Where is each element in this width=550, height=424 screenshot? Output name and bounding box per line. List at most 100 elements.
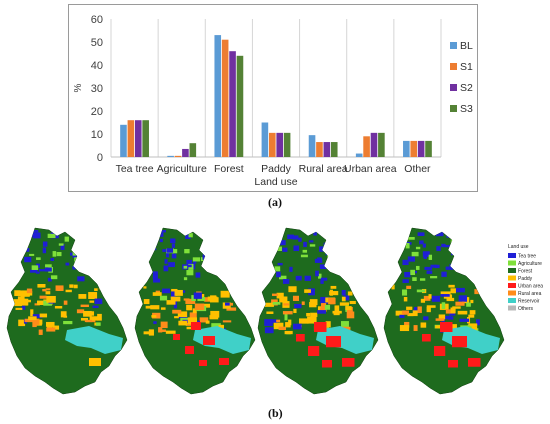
map-legend-label: Urban area bbox=[518, 284, 543, 290]
map-patch bbox=[78, 294, 87, 299]
map-patch bbox=[407, 313, 414, 317]
map-patch bbox=[164, 259, 168, 264]
map-patch bbox=[414, 306, 418, 311]
map-patch bbox=[153, 278, 161, 283]
map-patch bbox=[278, 326, 286, 331]
map-urban-patch bbox=[422, 334, 431, 342]
map-patch bbox=[26, 288, 33, 294]
map-patch bbox=[54, 306, 63, 309]
map-urban-patch bbox=[173, 334, 180, 340]
map-patch bbox=[152, 274, 158, 280]
map-patch bbox=[308, 288, 315, 296]
map-patch bbox=[430, 276, 438, 279]
map-patch bbox=[314, 258, 323, 263]
map-patch bbox=[96, 322, 101, 326]
bar-s3-forest bbox=[236, 55, 244, 157]
map-patch bbox=[153, 240, 158, 246]
bar-bl-rural-area bbox=[308, 135, 316, 157]
map-patch bbox=[148, 329, 154, 336]
map-patch bbox=[160, 321, 168, 329]
map-patch bbox=[28, 316, 37, 321]
map-patch bbox=[288, 319, 292, 326]
map-patch bbox=[282, 279, 290, 284]
map-patch bbox=[447, 316, 454, 320]
map-patch bbox=[17, 296, 25, 301]
map-patch bbox=[402, 289, 408, 296]
map-patch bbox=[83, 310, 92, 317]
map-patch bbox=[21, 305, 26, 310]
map-patch bbox=[279, 275, 287, 280]
map-patch bbox=[152, 248, 157, 251]
map-patch bbox=[471, 326, 478, 333]
map-patch bbox=[298, 237, 302, 242]
map-patch bbox=[293, 323, 302, 330]
map-patch bbox=[15, 307, 23, 310]
map-urban-patch bbox=[448, 360, 458, 368]
map-patch bbox=[411, 251, 419, 257]
map-patch bbox=[45, 321, 55, 327]
map-patch bbox=[160, 329, 166, 332]
map-patch bbox=[186, 259, 192, 265]
map-patch bbox=[153, 321, 157, 325]
map-patch bbox=[189, 312, 197, 319]
map-patch bbox=[52, 325, 60, 330]
map-patch bbox=[294, 303, 302, 309]
map-patch bbox=[276, 319, 281, 323]
map-urban-patch bbox=[314, 322, 327, 332]
map-patch bbox=[80, 317, 89, 321]
map-patch bbox=[441, 243, 446, 248]
map-patch bbox=[151, 315, 157, 318]
map-patch bbox=[202, 254, 210, 260]
map-urban-patch bbox=[203, 336, 215, 345]
map-patch bbox=[300, 254, 308, 258]
map-patch bbox=[173, 301, 178, 309]
y-tick-label: 50 bbox=[91, 37, 103, 49]
map-legend-label: Reservoir bbox=[518, 299, 540, 305]
map-urban-patch bbox=[199, 360, 207, 366]
map-patch bbox=[315, 270, 319, 277]
map-patch bbox=[279, 296, 288, 303]
map-panel-2 bbox=[134, 227, 256, 395]
map-patch bbox=[76, 309, 85, 314]
map-patch bbox=[24, 256, 32, 263]
map-patch bbox=[27, 233, 32, 237]
map-patch bbox=[459, 318, 470, 322]
map-patch bbox=[72, 250, 79, 256]
map-legend-swatch bbox=[508, 290, 516, 296]
map-patch bbox=[226, 307, 237, 311]
map-patch bbox=[328, 297, 336, 305]
map-patch bbox=[186, 304, 193, 311]
map-patch bbox=[282, 247, 288, 252]
map-urban-patch bbox=[326, 336, 341, 348]
map-patch bbox=[415, 246, 421, 250]
map-patch bbox=[56, 251, 62, 257]
map-urban-patch bbox=[468, 358, 481, 367]
map-patch bbox=[469, 310, 476, 315]
map-patch bbox=[160, 307, 166, 310]
map-patch bbox=[218, 324, 224, 331]
bar-s3-tea-tree bbox=[142, 120, 149, 157]
map-patch bbox=[450, 288, 456, 294]
bar-s2-forest bbox=[229, 51, 236, 158]
map-patch bbox=[264, 319, 273, 327]
map-patch bbox=[166, 300, 176, 305]
map-patch bbox=[279, 240, 286, 246]
map-patch bbox=[452, 306, 461, 309]
map-patch bbox=[434, 264, 440, 269]
map-patch bbox=[440, 291, 451, 297]
map-patch bbox=[65, 289, 72, 293]
map-patch bbox=[308, 240, 314, 243]
map-patch bbox=[450, 244, 459, 249]
map-patch bbox=[165, 330, 176, 334]
map-legend-label: Forest bbox=[518, 269, 533, 275]
map-patch bbox=[20, 298, 29, 306]
map-patch bbox=[183, 265, 188, 269]
x-tick-label: Rural area bbox=[299, 163, 348, 175]
map-patch bbox=[76, 246, 82, 251]
map-patch bbox=[441, 315, 452, 320]
map-patch bbox=[152, 292, 162, 296]
map-patch bbox=[475, 319, 480, 326]
map-patch bbox=[180, 317, 190, 322]
map-patch bbox=[222, 320, 232, 323]
map-patch bbox=[346, 306, 353, 314]
